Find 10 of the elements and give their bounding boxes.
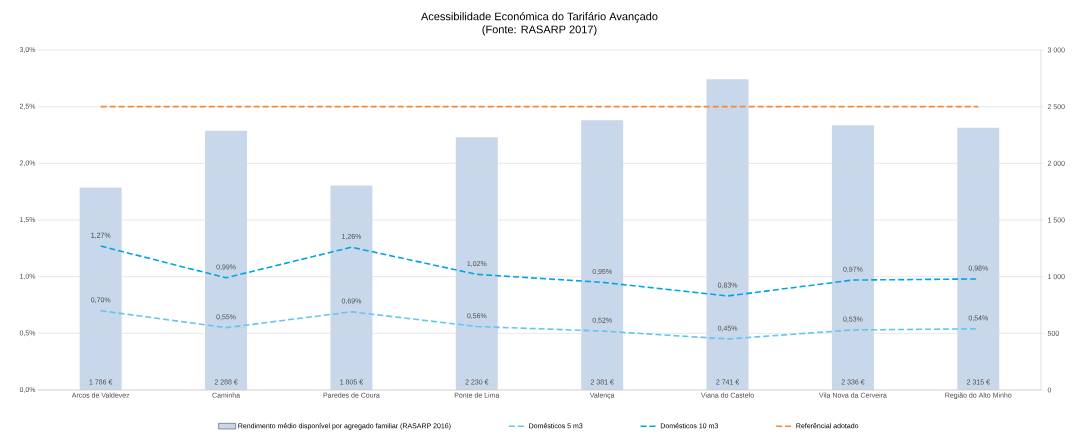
chart-subtitle: (Fonte: RASARP 2017) [482, 25, 597, 36]
bar [581, 120, 624, 390]
chart-title: Acessibilidade Económica do Tarifário Avançado [420, 12, 658, 23]
bar [706, 79, 749, 390]
bar [79, 187, 122, 390]
bar [831, 125, 874, 390]
bar [330, 185, 373, 390]
bar [455, 137, 498, 390]
bar [205, 130, 248, 390]
bar [957, 127, 1000, 390]
